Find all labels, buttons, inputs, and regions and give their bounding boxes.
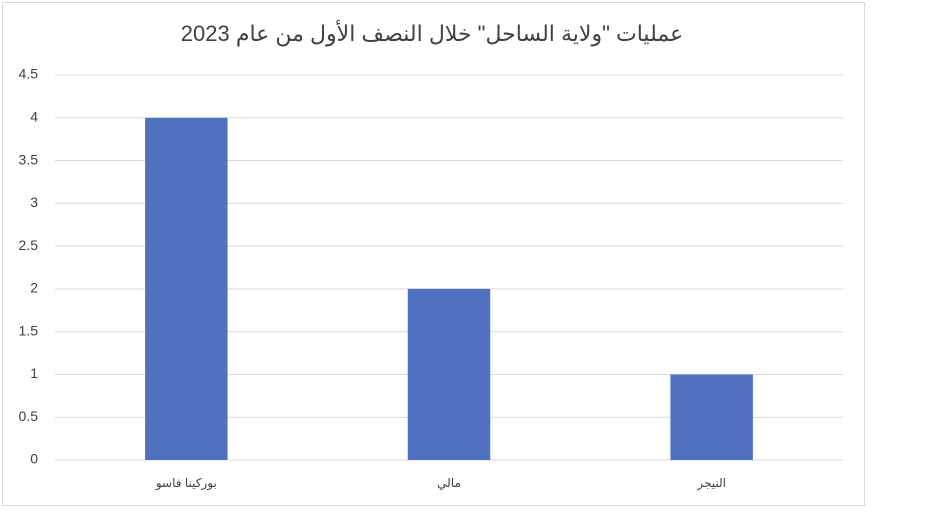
y-tick-label: 1 bbox=[30, 365, 38, 381]
bar bbox=[670, 374, 753, 460]
x-tick-label: مالي bbox=[437, 476, 461, 490]
x-tick-label: بوركينا فاسو bbox=[155, 476, 217, 491]
y-tick-label: 3.5 bbox=[19, 151, 39, 167]
y-tick-label: 3 bbox=[30, 194, 38, 210]
y-tick-label: 2 bbox=[30, 280, 38, 296]
chart-title: عمليات "ولاية الساحل" خلال النصف الأول م… bbox=[181, 20, 683, 46]
y-tick-label: 2.5 bbox=[19, 237, 39, 253]
bar bbox=[407, 288, 491, 460]
y-tick-label: 4 bbox=[30, 108, 38, 124]
y-tick-label: 0 bbox=[30, 451, 38, 467]
y-tick-label: 4.5 bbox=[19, 66, 39, 82]
y-tick-label: 0.5 bbox=[19, 408, 39, 424]
x-tick-label: النيجر bbox=[696, 476, 726, 491]
bar bbox=[145, 117, 228, 461]
y-tick-label: 1.5 bbox=[19, 322, 39, 338]
